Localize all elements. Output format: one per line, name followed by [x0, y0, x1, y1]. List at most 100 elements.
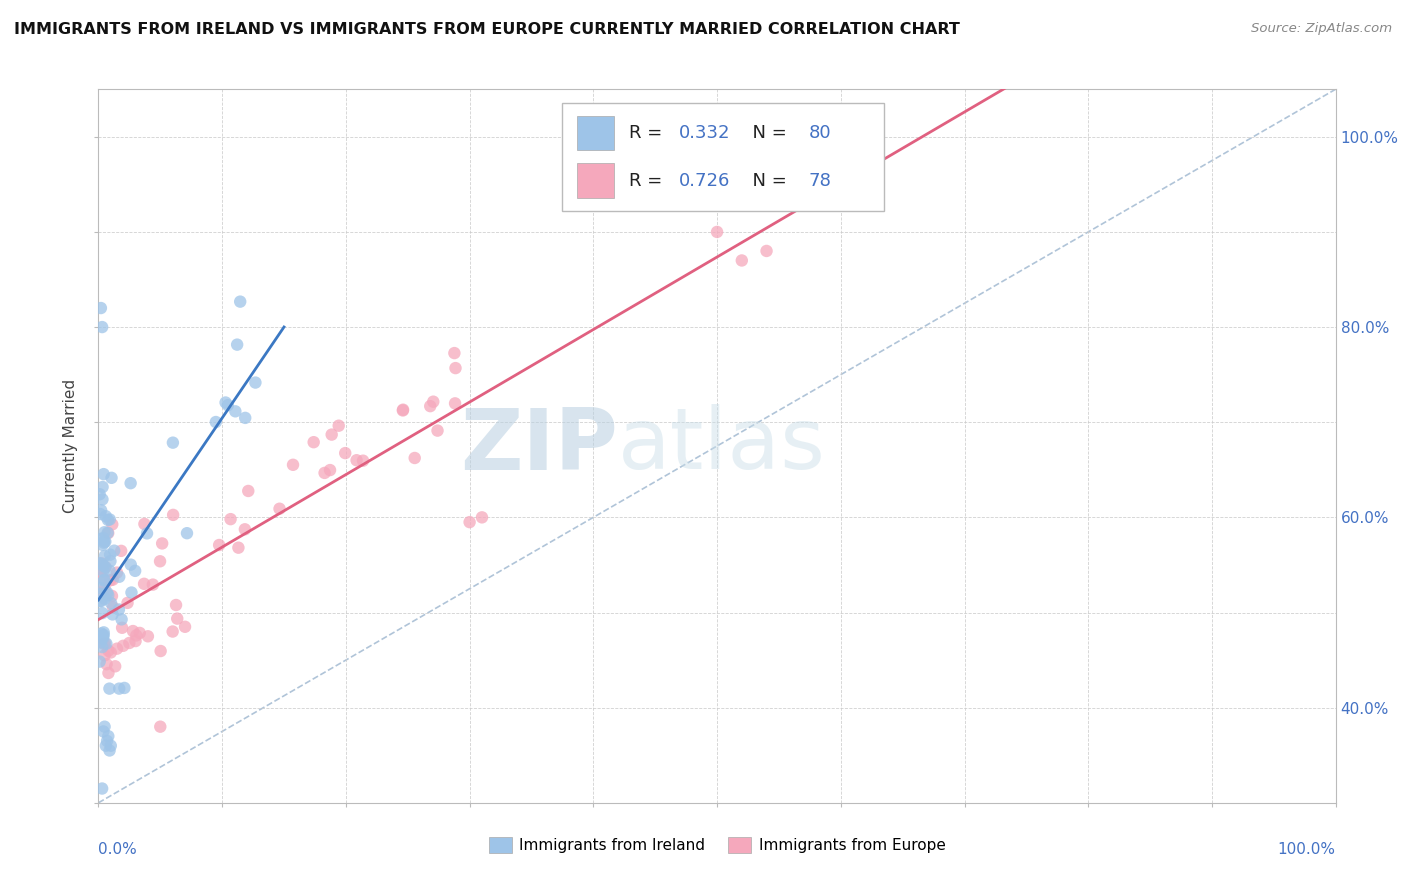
Legend: Immigrants from Ireland, Immigrants from Europe: Immigrants from Ireland, Immigrants from…	[482, 831, 952, 859]
Point	[101, 600, 124, 615]
Text: 80: 80	[808, 124, 831, 142]
Point	[706, 225, 728, 239]
Point	[174, 620, 197, 634]
Point	[219, 512, 242, 526]
Point	[91, 538, 114, 552]
Point	[124, 634, 146, 648]
Point	[91, 781, 114, 796]
Point	[226, 337, 249, 351]
Point	[136, 526, 159, 541]
Point	[112, 681, 135, 695]
Point	[98, 564, 121, 578]
FancyBboxPatch shape	[578, 163, 614, 198]
Point	[89, 635, 111, 649]
Point	[419, 399, 441, 413]
Point	[731, 253, 754, 268]
Point	[346, 453, 368, 467]
Point	[91, 531, 114, 545]
Point	[98, 681, 121, 696]
Point	[471, 510, 494, 524]
Point	[149, 554, 172, 568]
Point	[458, 515, 481, 529]
Point	[281, 458, 304, 472]
Text: ZIP: ZIP	[460, 404, 619, 488]
Point	[93, 582, 115, 596]
FancyBboxPatch shape	[578, 116, 614, 150]
Point	[208, 538, 231, 552]
Point	[89, 556, 111, 570]
Point	[150, 536, 173, 550]
Point	[105, 566, 128, 580]
Point	[89, 587, 111, 601]
Point	[302, 435, 325, 450]
Point	[94, 591, 117, 606]
Point	[120, 476, 142, 491]
Point	[96, 657, 118, 672]
Point	[90, 503, 112, 517]
Point	[335, 446, 357, 460]
Point	[426, 424, 449, 438]
Point	[96, 637, 118, 651]
Point	[100, 645, 122, 659]
Point	[94, 549, 117, 563]
Text: R =: R =	[630, 124, 668, 142]
Point	[755, 244, 778, 258]
Point	[162, 435, 184, 450]
Point	[89, 487, 111, 501]
Point	[91, 629, 114, 643]
Point	[93, 525, 115, 540]
Point	[118, 636, 141, 650]
Point	[93, 573, 115, 587]
Point	[90, 532, 112, 546]
Point	[162, 624, 184, 639]
Point	[101, 517, 124, 532]
Point	[90, 594, 112, 608]
Point	[93, 558, 115, 573]
Point	[97, 525, 120, 540]
Point	[142, 577, 165, 591]
Point	[93, 625, 115, 640]
Point	[93, 628, 115, 642]
Point	[214, 395, 236, 409]
Point	[352, 453, 374, 467]
Point	[422, 394, 444, 409]
Y-axis label: Currently Married: Currently Married	[63, 379, 79, 513]
Point	[443, 346, 465, 360]
Point	[165, 598, 187, 612]
Text: R =: R =	[630, 171, 668, 189]
Point	[149, 720, 172, 734]
Point	[97, 665, 120, 680]
Point	[93, 637, 115, 651]
Text: IMMIGRANTS FROM IRELAND VS IMMIGRANTS FROM EUROPE CURRENTLY MARRIED CORRELATION : IMMIGRANTS FROM IRELAND VS IMMIGRANTS FR…	[14, 22, 960, 37]
Point	[100, 739, 122, 753]
Point	[91, 320, 114, 334]
Text: N =: N =	[741, 124, 792, 142]
Point	[94, 534, 117, 549]
Point	[97, 588, 120, 602]
Point	[94, 636, 117, 650]
Point	[233, 522, 256, 536]
Point	[162, 508, 184, 522]
Point	[136, 629, 159, 643]
Point	[89, 581, 111, 595]
Point	[124, 564, 146, 578]
Point	[94, 560, 117, 574]
Point	[404, 450, 426, 465]
Point	[101, 589, 124, 603]
Point	[94, 509, 117, 524]
Point	[166, 612, 188, 626]
Point	[245, 376, 267, 390]
Point	[101, 607, 124, 622]
Point	[96, 734, 118, 748]
Point	[93, 720, 115, 734]
Point	[228, 541, 250, 555]
Point	[100, 596, 122, 610]
Point	[121, 585, 143, 599]
Point	[93, 535, 115, 549]
Point	[90, 301, 112, 315]
Point	[94, 739, 117, 753]
Point	[444, 396, 467, 410]
Point	[90, 557, 112, 571]
Point	[96, 585, 118, 599]
Point	[103, 543, 125, 558]
